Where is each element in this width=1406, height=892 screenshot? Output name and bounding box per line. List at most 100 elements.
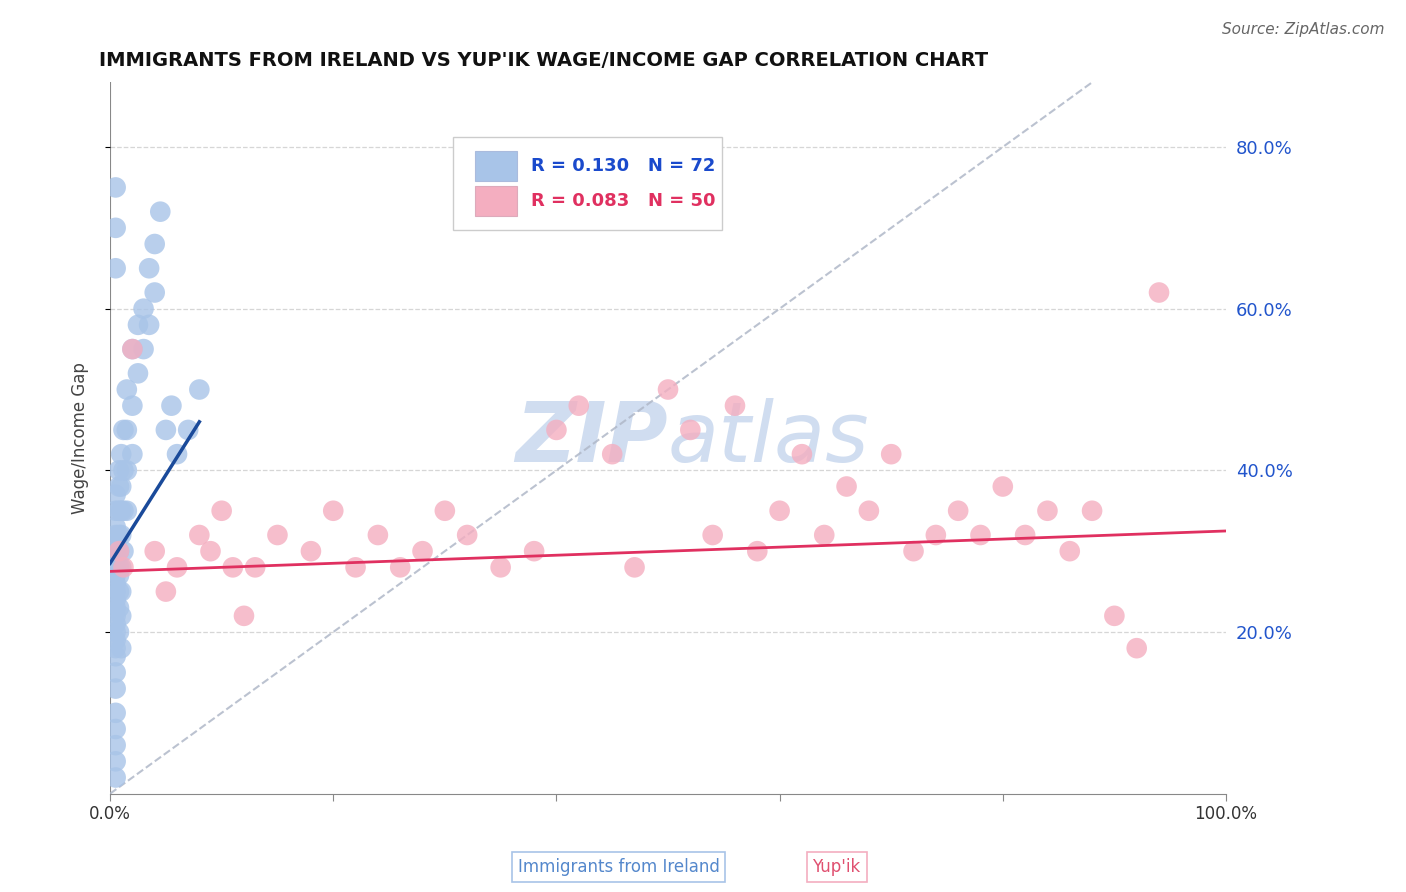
Point bbox=[104, 592, 127, 607]
Point bbox=[790, 447, 813, 461]
Point bbox=[149, 204, 172, 219]
Point bbox=[299, 544, 322, 558]
Point bbox=[115, 463, 138, 477]
Point bbox=[115, 504, 138, 518]
Point bbox=[110, 641, 132, 656]
Point bbox=[456, 528, 478, 542]
Point bbox=[104, 576, 127, 591]
Point bbox=[969, 528, 991, 542]
Point bbox=[115, 423, 138, 437]
Text: Source: ZipAtlas.com: Source: ZipAtlas.com bbox=[1222, 22, 1385, 37]
Point bbox=[104, 560, 127, 574]
Point bbox=[211, 504, 233, 518]
Point bbox=[104, 755, 127, 769]
Point bbox=[166, 447, 188, 461]
Point bbox=[110, 504, 132, 518]
Point bbox=[143, 237, 166, 252]
Point bbox=[108, 463, 131, 477]
Point bbox=[1125, 641, 1147, 656]
Point bbox=[433, 504, 456, 518]
Point bbox=[143, 285, 166, 300]
Point bbox=[155, 423, 177, 437]
Point bbox=[127, 318, 149, 332]
Point bbox=[104, 616, 127, 631]
Point bbox=[813, 528, 835, 542]
Point bbox=[110, 584, 132, 599]
Point bbox=[104, 633, 127, 648]
Point bbox=[121, 342, 143, 356]
Point bbox=[322, 504, 344, 518]
Point bbox=[104, 220, 127, 235]
Point bbox=[104, 544, 127, 558]
Point bbox=[132, 342, 155, 356]
Y-axis label: Wage/Income Gap: Wage/Income Gap bbox=[72, 362, 89, 514]
Point bbox=[112, 423, 135, 437]
Point bbox=[243, 560, 266, 574]
Point bbox=[112, 463, 135, 477]
Point bbox=[104, 681, 127, 696]
Point bbox=[115, 383, 138, 397]
Point bbox=[110, 528, 132, 542]
Point bbox=[835, 479, 858, 493]
Point bbox=[724, 399, 747, 413]
FancyBboxPatch shape bbox=[453, 137, 721, 230]
Point bbox=[1014, 528, 1036, 542]
Point bbox=[104, 706, 127, 720]
Point bbox=[367, 528, 389, 542]
Point bbox=[188, 383, 211, 397]
Point bbox=[127, 367, 149, 381]
Text: atlas: atlas bbox=[668, 398, 870, 478]
Text: R = 0.083   N = 50: R = 0.083 N = 50 bbox=[531, 192, 716, 211]
Point bbox=[104, 180, 127, 194]
Point bbox=[108, 625, 131, 640]
Point bbox=[121, 342, 143, 356]
Point bbox=[925, 528, 948, 542]
Point bbox=[104, 261, 127, 276]
Point bbox=[143, 544, 166, 558]
Point bbox=[1147, 285, 1170, 300]
Point bbox=[110, 447, 132, 461]
Point bbox=[108, 560, 131, 574]
Point bbox=[903, 544, 925, 558]
Point bbox=[104, 608, 127, 623]
Point bbox=[991, 479, 1014, 493]
Point bbox=[112, 504, 135, 518]
Point bbox=[600, 447, 623, 461]
Point bbox=[222, 560, 245, 574]
Point bbox=[108, 544, 131, 558]
Point bbox=[104, 738, 127, 752]
Point bbox=[104, 600, 127, 615]
Point bbox=[946, 504, 969, 518]
Point bbox=[546, 423, 568, 437]
Point bbox=[568, 399, 591, 413]
Point bbox=[104, 665, 127, 680]
Point bbox=[104, 722, 127, 736]
Point bbox=[110, 608, 132, 623]
Point bbox=[389, 560, 412, 574]
Point bbox=[138, 261, 160, 276]
Point bbox=[121, 447, 143, 461]
Point bbox=[344, 560, 367, 574]
Point bbox=[121, 399, 143, 413]
Point bbox=[108, 584, 131, 599]
Point bbox=[104, 641, 127, 656]
Point bbox=[108, 544, 131, 558]
Bar bbox=[475, 186, 517, 216]
Point bbox=[489, 560, 512, 574]
Point bbox=[166, 560, 188, 574]
Point bbox=[138, 318, 160, 332]
Point bbox=[104, 528, 127, 542]
Point bbox=[104, 771, 127, 785]
Point bbox=[657, 383, 679, 397]
Point bbox=[112, 560, 135, 574]
Point bbox=[200, 544, 222, 558]
Text: IMMIGRANTS FROM IRELAND VS YUP'IK WAGE/INCOME GAP CORRELATION CHART: IMMIGRANTS FROM IRELAND VS YUP'IK WAGE/I… bbox=[98, 51, 988, 70]
Point bbox=[104, 536, 127, 550]
Point bbox=[1059, 544, 1081, 558]
Point bbox=[104, 487, 127, 501]
Point bbox=[104, 504, 127, 518]
Point bbox=[104, 649, 127, 664]
Point bbox=[132, 301, 155, 316]
Point bbox=[110, 479, 132, 493]
Point bbox=[768, 504, 790, 518]
